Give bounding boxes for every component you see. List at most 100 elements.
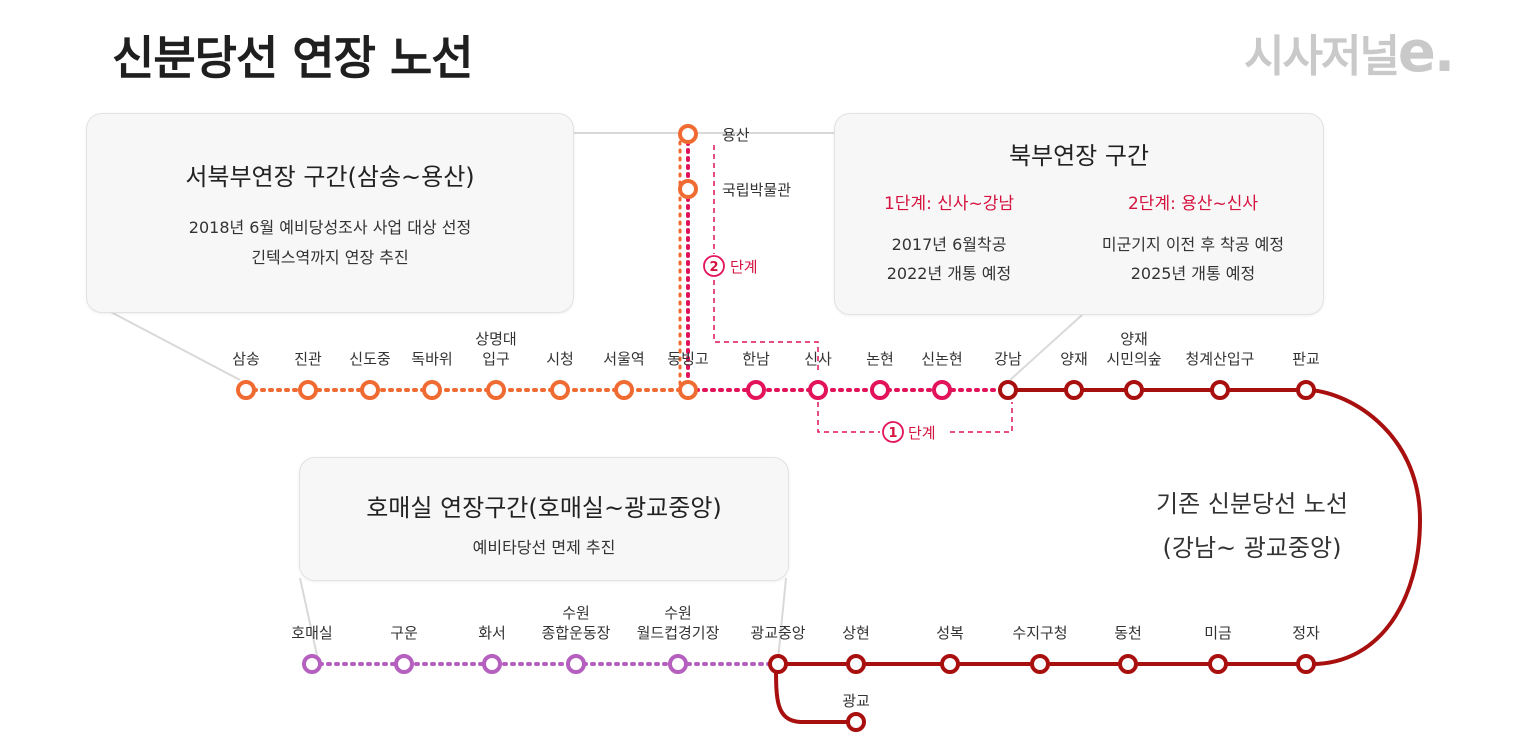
bottom-station-marker <box>1296 654 1316 674</box>
logo-e: e. <box>1397 20 1455 85</box>
station-yongsan <box>678 124 698 144</box>
bottom-station-marker <box>1208 654 1228 674</box>
station-label-gwanggyo: 광교 <box>842 692 870 710</box>
top-station-label: 서울역 <box>603 350 644 368</box>
top-station-label: 논현 <box>866 350 894 368</box>
existing-line-label-2: (강남~ 광교중앙) <box>1163 534 1342 562</box>
station-museum <box>678 179 698 199</box>
top-station-marker <box>1124 380 1144 400</box>
connector-hm-right <box>777 577 787 661</box>
bottom-station-label: 정자 <box>1292 624 1320 642</box>
top-station-marker <box>1296 380 1316 400</box>
bottom-station-marker <box>846 654 866 674</box>
logo-text: 시사저널 <box>1244 31 1400 82</box>
top-station-label: 청계산입구 <box>1185 350 1254 368</box>
top-station-label: 강남 <box>994 350 1022 368</box>
stage1-number-circle <box>882 421 904 443</box>
top-station-marker <box>422 380 442 400</box>
bottom-station-label: 수원 <box>664 604 692 622</box>
top-station-label: 입구 <box>482 350 510 368</box>
stage2-title: 2단계: 용산~신사 <box>1127 194 1259 214</box>
top-station-label: 신논현 <box>921 350 962 368</box>
bottom-station-marker <box>940 654 960 674</box>
stage2-bracket <box>713 145 819 372</box>
gwanggyo-branch-track <box>774 663 856 724</box>
top-station-label: 시청 <box>546 350 574 368</box>
top-station-label: 동빙고 <box>667 350 708 368</box>
bottom-station-label: 월드컵경기장 <box>637 624 720 642</box>
bottom-station-marker <box>768 654 788 674</box>
northwest-heading: 서북부연장 구간(삼송~용산) <box>185 163 475 191</box>
top-station-marker <box>550 380 570 400</box>
top-station-label: 양재 <box>1120 330 1148 348</box>
top-station-marker <box>614 380 634 400</box>
connector-nw-left <box>87 299 241 381</box>
homaesil-heading: 호매실 연장구간(호매실~광교중앙) <box>366 494 722 522</box>
stage2-number-circle <box>703 255 725 277</box>
connector-hm-left <box>299 577 319 661</box>
station-label-museum: 국립박물관 <box>722 181 791 199</box>
stage2-number: 2 <box>709 260 718 275</box>
top-station-label: 진관 <box>294 350 322 368</box>
top-station-marker <box>360 380 380 400</box>
northwest-line1: 2018년 6월 예비당성조사 사업 대상 선정 <box>188 218 472 237</box>
page-title: 신분당선 연장 노선 <box>112 31 474 85</box>
top-station-marker <box>486 380 506 400</box>
bottom-station-label: 미금 <box>1204 624 1232 642</box>
top-station-label: 삼송 <box>232 350 260 368</box>
bottom-station-label: 상현 <box>842 624 870 642</box>
top-station-marker <box>932 380 952 400</box>
bottom-station-label: 광교중앙 <box>750 624 805 642</box>
bottom-station-marker <box>302 654 322 674</box>
stage1-text: 단계 <box>908 424 936 442</box>
bottom-station-label: 성복 <box>936 624 964 642</box>
top-station-label: 판교 <box>1292 350 1320 368</box>
top-station-label: 신도중 <box>349 350 390 368</box>
stage1-line2: 2022년 개통 예정 <box>886 264 1012 283</box>
stage2-line2: 2025년 개통 예정 <box>1130 264 1256 283</box>
northwest-line2: 긴텍스역까지 연장 추진 <box>251 248 409 267</box>
top-station-marker <box>1064 380 1084 400</box>
bottom-station-label: 수원 <box>562 604 590 622</box>
bottom-station-marker <box>394 654 414 674</box>
top-station-label: 양재 <box>1060 350 1088 368</box>
bottom-station-label: 구운 <box>390 624 418 642</box>
top-station-marker <box>746 380 766 400</box>
top-station-marker <box>808 380 828 400</box>
top-station-label: 신사 <box>804 350 832 368</box>
top-station-marker <box>298 380 318 400</box>
stage1-line1: 2017년 6월착공 <box>891 235 1007 254</box>
top-station-label: 상명대 <box>475 330 516 348</box>
bottom-station-label: 수지구청 <box>1012 624 1067 642</box>
top-station-label: 시민의숲 <box>1106 350 1161 368</box>
publisher-logo: 시사저널e. <box>1244 20 1455 85</box>
bottom-station-label: 호매실 <box>291 624 332 642</box>
north-heading: 북부연장 구간 <box>1008 142 1150 170</box>
bottom-station-marker <box>566 654 586 674</box>
station-label-yongsan: 용산 <box>722 126 750 144</box>
bottom-station-marker <box>668 654 688 674</box>
bottom-station-marker <box>1030 654 1050 674</box>
existing-line-label-1: 기존 신분당선 노선 <box>1156 490 1348 518</box>
stage1-title: 1단계: 신사~강남 <box>883 194 1015 214</box>
northwest-extension-box: 서북부연장 구간(삼송~용산) 2018년 6월 예비당성조사 사업 대상 선정… <box>86 113 574 313</box>
station-gwanggyo <box>846 712 866 732</box>
bottom-station-marker <box>1118 654 1138 674</box>
existing-line-track <box>776 388 1423 666</box>
stage2-text: 단계 <box>730 258 758 276</box>
bottom-station-label: 종합운동장 <box>541 624 610 642</box>
bottom-station-label: 화서 <box>478 624 506 642</box>
bottom-station-marker <box>482 654 502 674</box>
top-station-marker <box>678 380 698 400</box>
homaesil-line1: 예비타당선 면제 추진 <box>472 538 616 557</box>
top-station-label: 독바위 <box>411 350 452 368</box>
stage1-number: 1 <box>888 426 897 441</box>
homaesil-extension-box: 호매실 연장구간(호매실~광교중앙) 예비타당선 면제 추진 <box>299 457 789 581</box>
connector-north <box>1009 314 1083 381</box>
top-station-label: 한남 <box>742 350 770 368</box>
north-extension-box: 북부연장 구간 1단계: 신사~강남 2017년 6월착공 2022년 개통 예… <box>834 113 1324 315</box>
